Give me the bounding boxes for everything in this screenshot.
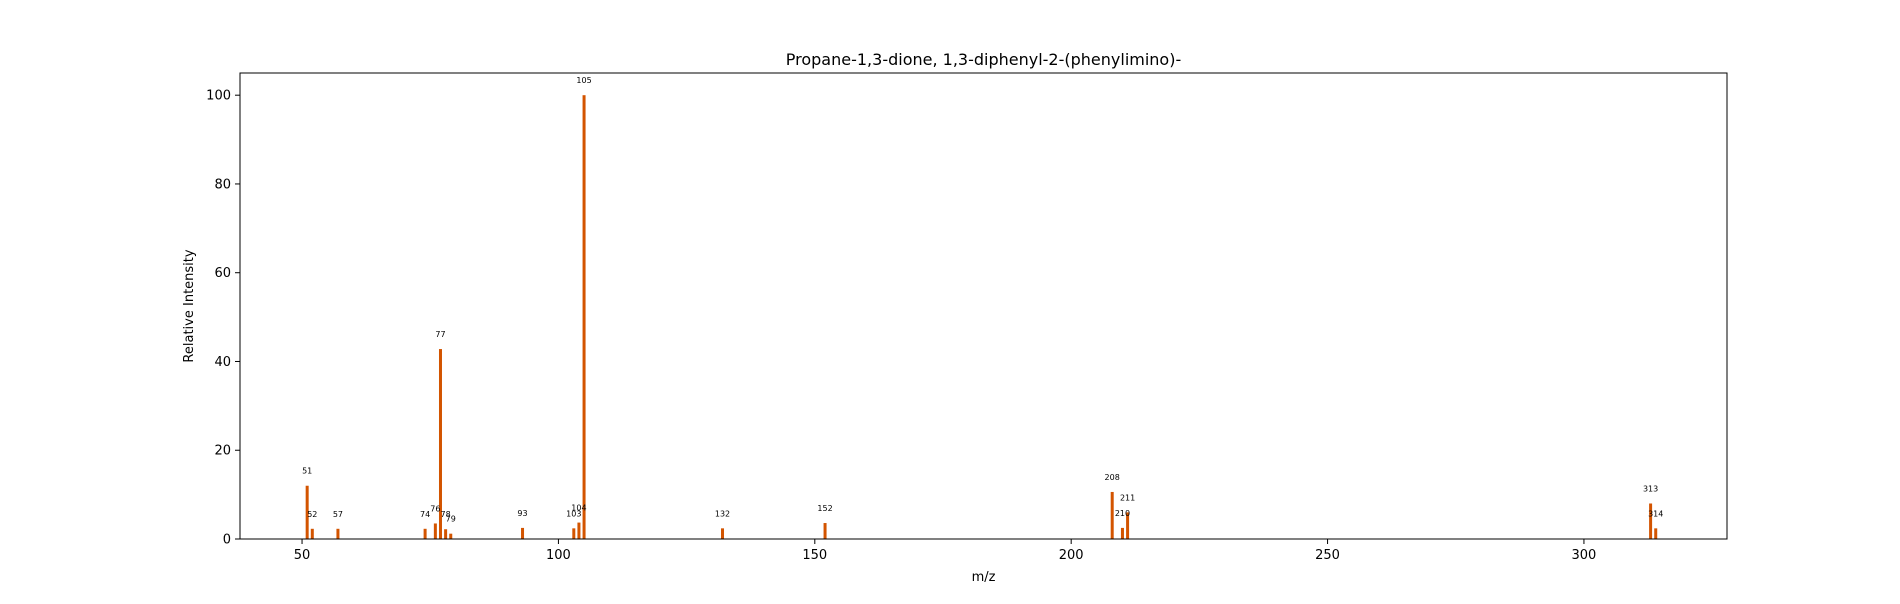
peak-label: 314 bbox=[1648, 509, 1663, 518]
peak-label: 103 bbox=[566, 509, 581, 518]
peak-bar bbox=[721, 528, 725, 539]
peak-label: 93 bbox=[517, 509, 527, 518]
peak-bar bbox=[572, 528, 576, 539]
bars-layer bbox=[305, 95, 1658, 539]
y-tick-label: 40 bbox=[214, 355, 231, 370]
peak-bar bbox=[1126, 512, 1130, 539]
peak-label: 51 bbox=[302, 467, 312, 476]
peak-bar bbox=[823, 523, 827, 539]
peak-bar bbox=[521, 527, 525, 539]
peak-label: 210 bbox=[1115, 509, 1130, 518]
peak-bar bbox=[1110, 491, 1114, 539]
x-tick-label: 150 bbox=[802, 548, 827, 563]
peak-bar bbox=[310, 528, 314, 539]
peak-bar bbox=[336, 528, 340, 539]
peak-label: 52 bbox=[307, 510, 317, 519]
plot-frame bbox=[239, 72, 1728, 540]
y-tick-label: 60 bbox=[214, 266, 231, 281]
peak-label: 79 bbox=[446, 515, 456, 524]
peak-label: 76 bbox=[430, 504, 440, 513]
peak-label: 105 bbox=[576, 76, 591, 85]
peak-bar bbox=[444, 529, 448, 539]
y-axis-ticks: 0 20 40 60 80 100 bbox=[206, 89, 240, 548]
x-tick-label: 300 bbox=[1572, 548, 1597, 563]
y-tick-label: 80 bbox=[214, 177, 231, 192]
peak-bar bbox=[1120, 527, 1124, 539]
peak-bar bbox=[433, 523, 437, 539]
peak-label: 77 bbox=[435, 330, 445, 339]
chart-title: Propane-1,3-dione, 1,3-diphenyl-2-(pheny… bbox=[786, 50, 1181, 69]
peak-label: 313 bbox=[1643, 484, 1658, 493]
peak-label: 211 bbox=[1120, 493, 1135, 502]
peak-label: 208 bbox=[1105, 473, 1120, 482]
peak-label: 74 bbox=[420, 510, 430, 519]
peak-bar bbox=[1654, 528, 1658, 539]
y-tick-label: 0 bbox=[223, 533, 231, 548]
x-axis-label: m/z bbox=[972, 570, 996, 585]
y-tick-label: 100 bbox=[206, 89, 231, 104]
peak-bar bbox=[582, 95, 586, 539]
peak-bar bbox=[438, 349, 442, 539]
x-tick-label: 250 bbox=[1315, 548, 1340, 563]
x-axis-ticks: 50 100 150 200 250 300 bbox=[294, 539, 1597, 563]
peak-bar bbox=[449, 533, 453, 539]
peak-label: 104 bbox=[571, 504, 586, 513]
x-tick-label: 200 bbox=[1059, 548, 1084, 563]
peak-bar bbox=[577, 522, 581, 539]
y-tick-label: 20 bbox=[214, 444, 231, 459]
x-tick-label: 100 bbox=[546, 548, 571, 563]
x-tick-label: 50 bbox=[294, 548, 311, 563]
peak-bar bbox=[1649, 503, 1653, 539]
peak-bar bbox=[423, 528, 427, 539]
peak-label: 57 bbox=[333, 510, 343, 519]
y-axis-label: Relative Intensity bbox=[182, 249, 197, 362]
peak-label: 132 bbox=[715, 509, 730, 518]
peak-label: 78 bbox=[441, 510, 451, 519]
peak-bar bbox=[305, 485, 309, 539]
peak-label: 152 bbox=[817, 504, 832, 513]
